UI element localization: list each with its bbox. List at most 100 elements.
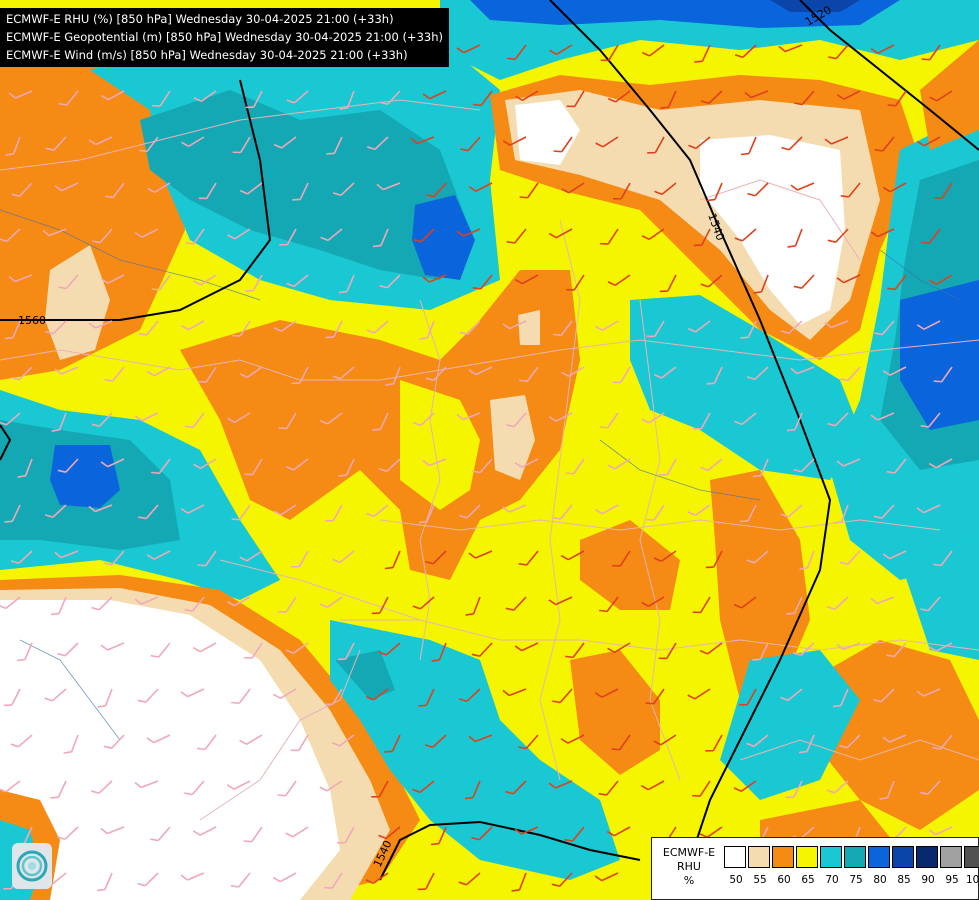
wind-barb [560,734,585,744]
wind-barb [332,550,355,564]
wind-barb [929,274,953,285]
wind-barb [928,826,953,836]
wind-barb [787,228,803,248]
rhu-region [0,600,340,900]
legend-tick-label: 80 [873,874,887,886]
wind-barb [92,228,113,244]
geopotential-contours [0,0,979,881]
wind-barb [371,596,389,615]
wind-barb [934,182,953,199]
wind-barb [658,642,677,660]
wind-barb [920,596,941,612]
wind-barb [180,320,205,331]
wind-barb [410,136,435,145]
wind-barb [456,44,481,54]
title-line-geopotential: ECMWF-E Geopotential (m) [850 hPa] Wedne… [6,30,443,44]
wind-barb [337,826,355,844]
wind-barb [659,274,677,293]
wind-barb [840,182,861,198]
wind-barb [693,228,711,247]
legend-unit: % [683,874,695,887]
legend-swatches [724,846,979,868]
wind-barb [232,320,251,337]
wind-barb [185,412,205,429]
wind-barb [549,44,573,55]
wind-barb [780,320,803,335]
wind-barb [193,458,217,469]
title-panel: ECMWF-E RHU (%) [850 hPa] Wednesday 30-0… [0,8,449,67]
contour-label: 1560 [18,314,46,327]
wind-barb [4,504,21,523]
rhu-region [700,135,845,325]
wind-barb [833,504,849,524]
rhu-region [630,295,860,480]
legend-tick-label: 70 [825,874,839,886]
wind-barb [606,826,631,837]
wind-barb [468,550,493,559]
wind-barb [97,688,113,708]
rhu-region [900,540,979,660]
wind-barb [239,550,263,562]
wind-barb [100,826,125,835]
wind-barb [230,872,251,888]
wind-barb [836,458,861,467]
wind-barb [286,90,309,104]
contour-1540-bottom [379,820,641,881]
wind-barb [226,596,251,607]
title-line-wind: ECMWF-E Wind (m/s) [850 hPa] Wednesday 3… [6,48,408,62]
wind-barb [839,550,861,565]
legend-swatch [868,846,890,868]
wind-barb [231,504,251,521]
wind-barb [746,734,769,748]
wind-barb [471,642,493,657]
wind-barb [11,182,33,197]
wind-barb [928,458,953,469]
wind-barb [146,550,171,560]
wind-barb [331,734,355,747]
legend-swatch [964,846,979,868]
wind-barb [4,320,21,340]
wind-barb [385,366,401,386]
wind-barb [0,412,21,426]
wind-barb [473,90,493,107]
wind-barb [290,734,309,752]
wind-barb [468,734,493,743]
wind-barb [239,734,263,745]
wind-barb [88,320,113,329]
rhu-region [580,520,680,610]
wind-barb [105,182,125,199]
rhu-region [400,380,480,510]
wind-barb [150,826,171,842]
wind-barb [338,458,355,477]
wind-barb [58,90,79,106]
rivers [0,209,961,741]
wind-barb [100,642,125,651]
wind-barb [873,504,895,519]
wind-barb [553,320,573,337]
wind-barb [659,458,677,476]
legend-ticks: 50 55 60 65 70 75 80 85 90 95 100 [724,874,979,886]
contour-1540 [549,0,832,861]
wind-barb [10,550,33,565]
wind-barb [468,182,493,192]
wind-barb [324,688,343,706]
wind-barb [91,412,113,427]
contour-1560 [0,79,272,321]
wind-barb [468,366,493,376]
wind-barb [431,642,447,662]
rhu-region [50,445,120,508]
wind-barb [565,642,585,659]
wind-barb [56,826,79,841]
legend-swatch [820,846,842,868]
wind-barb [273,320,297,333]
wind-barb [426,182,447,198]
wind-barb [511,872,527,892]
wind-barb [653,734,677,746]
wind-barb [561,182,585,194]
wind-barb [181,136,205,147]
wind-barb [886,642,907,658]
wind-barb [54,182,79,192]
legend-swatch [748,846,770,868]
wind-barb [887,90,907,107]
wind-barb [653,550,677,563]
